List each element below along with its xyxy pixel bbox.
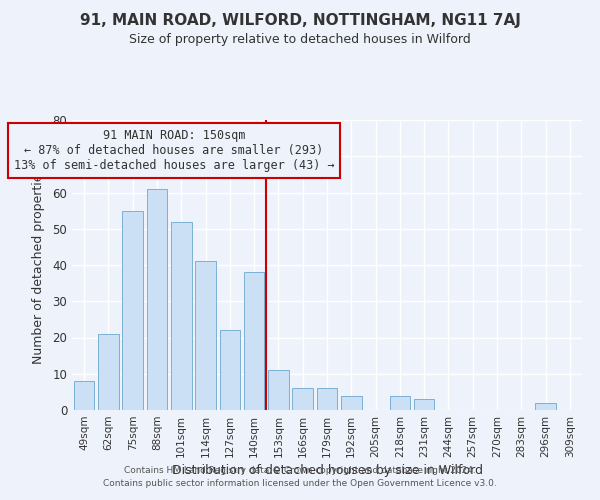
Bar: [535, 403, 556, 410]
Bar: [268, 370, 289, 410]
Bar: [389, 396, 410, 410]
Bar: [146, 189, 167, 410]
X-axis label: Distribution of detached houses by size in Wilford: Distribution of detached houses by size …: [172, 464, 482, 477]
Bar: [317, 388, 337, 410]
Y-axis label: Number of detached properties: Number of detached properties: [32, 166, 46, 364]
Bar: [292, 388, 313, 410]
Bar: [74, 381, 94, 410]
Text: 91 MAIN ROAD: 150sqm
← 87% of detached houses are smaller (293)
13% of semi-deta: 91 MAIN ROAD: 150sqm ← 87% of detached h…: [14, 129, 334, 172]
Text: Contains HM Land Registry data © Crown copyright and database right 2024.
Contai: Contains HM Land Registry data © Crown c…: [103, 466, 497, 487]
Bar: [220, 330, 240, 410]
Bar: [122, 210, 143, 410]
Bar: [341, 396, 362, 410]
Bar: [171, 222, 191, 410]
Bar: [98, 334, 119, 410]
Bar: [414, 399, 434, 410]
Bar: [244, 272, 265, 410]
Text: Size of property relative to detached houses in Wilford: Size of property relative to detached ho…: [129, 32, 471, 46]
Bar: [195, 262, 216, 410]
Text: 91, MAIN ROAD, WILFORD, NOTTINGHAM, NG11 7AJ: 91, MAIN ROAD, WILFORD, NOTTINGHAM, NG11…: [80, 12, 520, 28]
